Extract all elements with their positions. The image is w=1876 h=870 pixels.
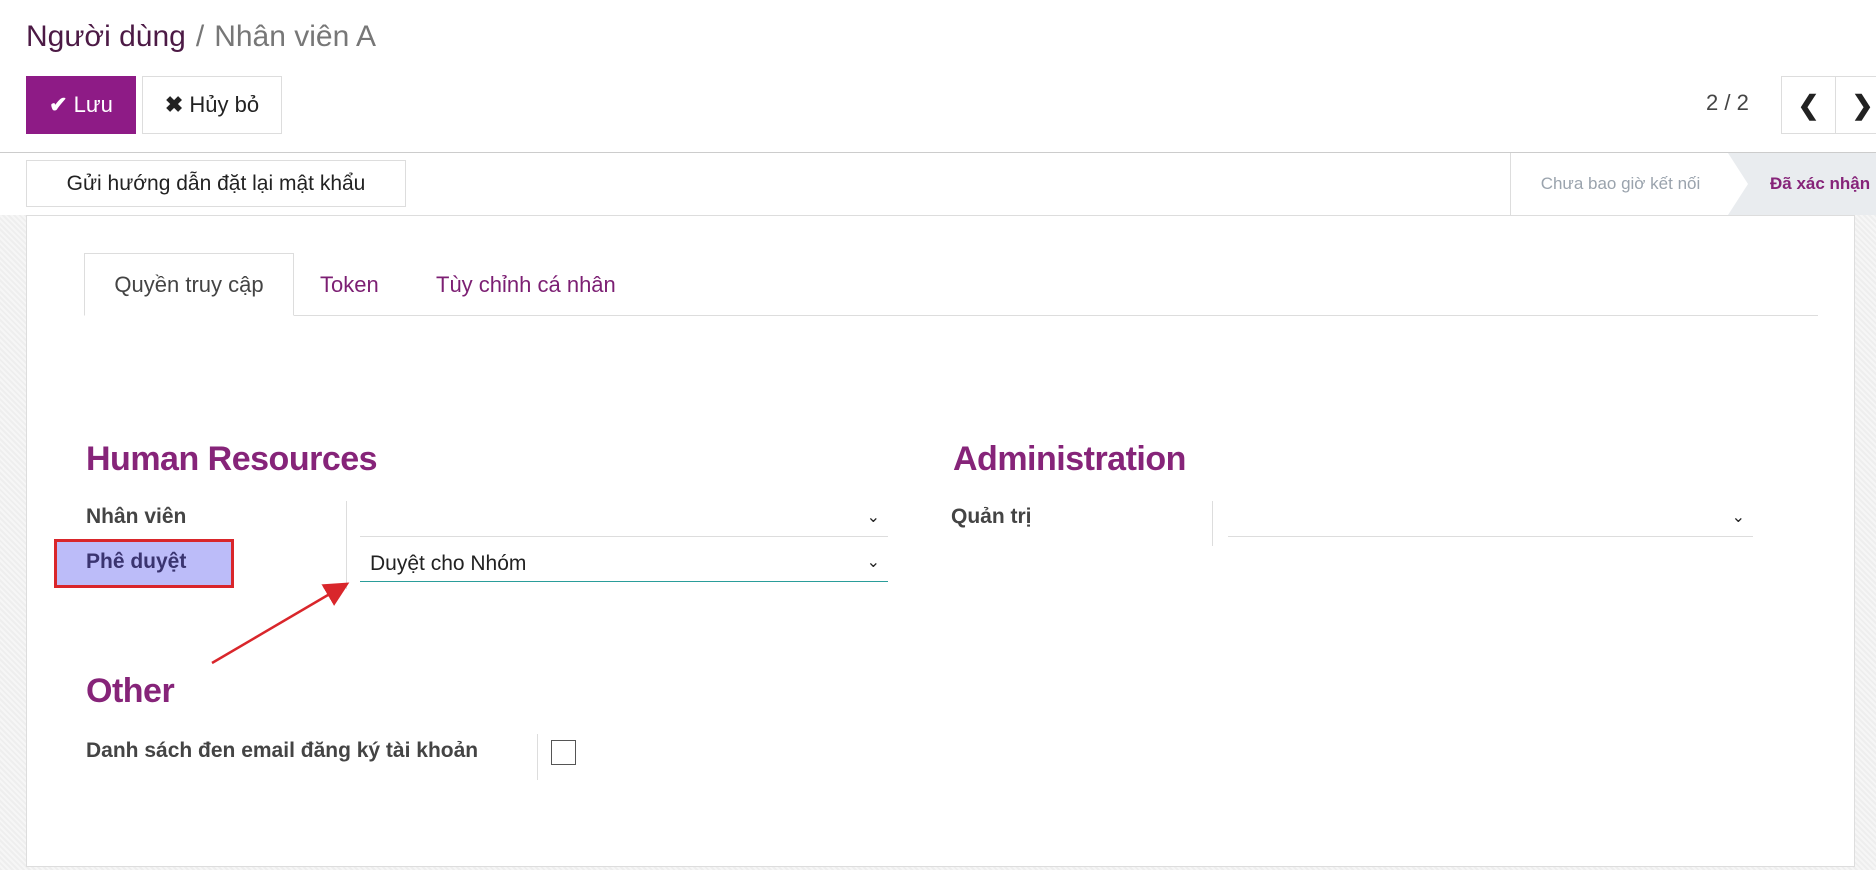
breadcrumb-parent-link[interactable]: Người dùng bbox=[26, 20, 186, 53]
annotation-highlight-box bbox=[54, 539, 234, 588]
approval-select[interactable]: Duyệt cho Nhóm ⌄ bbox=[360, 546, 888, 582]
field-separator bbox=[1212, 501, 1213, 546]
approval-select-value: Duyệt cho Nhóm bbox=[370, 551, 527, 575]
chevron-left-icon: ❮ bbox=[1797, 89, 1820, 120]
pager-previous-button[interactable]: ❮ bbox=[1781, 76, 1836, 134]
breadcrumb-current: Nhân viên A bbox=[214, 20, 376, 53]
tab-preferences[interactable]: Tùy chỉnh cá nhân bbox=[436, 271, 616, 297]
field-label-email-blacklist: Danh sách đen email đăng ký tài khoản bbox=[86, 739, 479, 762]
section-title-other: Other bbox=[86, 672, 175, 710]
status-confirmed[interactable]: Đã xác nhận bbox=[1728, 153, 1876, 215]
check-icon: ✔ bbox=[49, 92, 68, 117]
field-label-approval: Phê duyệt bbox=[86, 550, 187, 573]
pager-next-button[interactable]: ❯ bbox=[1835, 76, 1876, 134]
divider bbox=[0, 152, 1876, 153]
field-label-employee: Nhân viên bbox=[86, 505, 187, 528]
field-separator bbox=[346, 501, 347, 589]
save-label: Lưu bbox=[73, 92, 113, 117]
admin-select[interactable]: ⌄ bbox=[1228, 501, 1753, 537]
tab-access-rights[interactable]: Quyền truy cập bbox=[84, 253, 294, 316]
reset-password-button[interactable]: Gửi hướng dẫn đặt lại mật khẩu bbox=[26, 160, 406, 207]
pager-value: 2 / 2 bbox=[1706, 90, 1749, 115]
save-button[interactable]: ✔ Lưu bbox=[26, 76, 136, 134]
form-sheet bbox=[26, 215, 1855, 867]
section-title-administration: Administration bbox=[953, 440, 1186, 478]
chevron-right-icon: ❯ bbox=[1851, 89, 1874, 120]
discard-label: Hủy bỏ bbox=[189, 92, 260, 117]
times-icon: ✖ bbox=[164, 92, 184, 117]
status-never-connected[interactable]: Chưa bao giờ kết nối bbox=[1510, 153, 1730, 215]
tab-divider bbox=[84, 315, 1818, 316]
employee-select[interactable]: ⌄ bbox=[360, 501, 888, 537]
tab-token[interactable]: Token bbox=[320, 271, 379, 297]
chevron-down-icon: ⌄ bbox=[866, 554, 880, 571]
breadcrumb: Người dùng / Nhân viên A bbox=[26, 20, 376, 54]
discard-button[interactable]: ✖ Hủy bỏ bbox=[142, 76, 282, 134]
section-title-human-resources: Human Resources bbox=[86, 440, 378, 478]
chevron-down-icon: ⌄ bbox=[1731, 509, 1745, 526]
email-blacklist-checkbox[interactable] bbox=[551, 740, 576, 765]
field-separator bbox=[537, 734, 538, 780]
chevron-down-icon: ⌄ bbox=[866, 509, 880, 526]
breadcrumb-separator: / bbox=[195, 20, 205, 53]
field-label-admin: Quản trị bbox=[951, 505, 1032, 528]
